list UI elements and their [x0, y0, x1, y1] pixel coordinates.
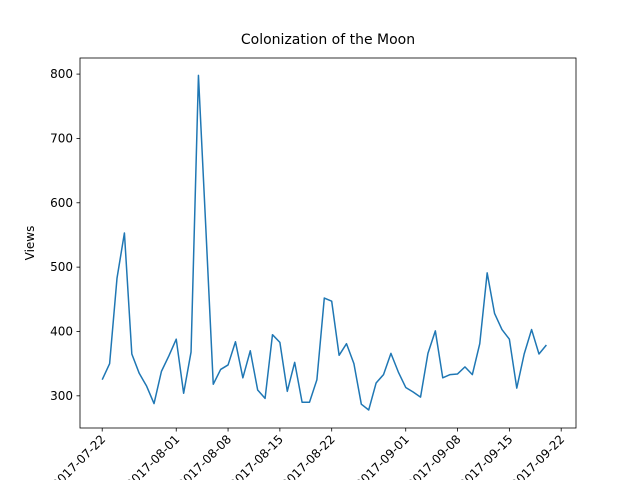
y-tick-label: 700: [50, 131, 73, 145]
chart-title: Colonization of the Moon: [241, 32, 415, 48]
x-tick-label: 2017-08-22: [279, 432, 338, 480]
y-tick-label: 300: [50, 389, 73, 403]
y-tick-label: 800: [50, 67, 73, 81]
x-tick-label: 2017-09-08: [404, 432, 463, 480]
x-tick-label: 2017-09-15: [456, 432, 515, 480]
x-tick-label: 2017-09-22: [508, 432, 567, 480]
y-tick-label: 600: [50, 196, 73, 210]
x-tick-label: 2017-08-01: [123, 432, 182, 480]
line: [101, 74, 547, 411]
plot-frame: [79, 57, 577, 429]
y-tick-label: 500: [50, 260, 73, 274]
y-axis-label: Views: [23, 226, 37, 261]
x-tick-label: 2017-08-15: [227, 432, 286, 480]
x-tick-label: 2017-07-22: [49, 432, 108, 480]
x-tick-label: 2017-09-01: [353, 432, 412, 480]
x-tick-label: 2017-08-08: [175, 432, 234, 480]
y-tick-label: 400: [50, 324, 73, 338]
